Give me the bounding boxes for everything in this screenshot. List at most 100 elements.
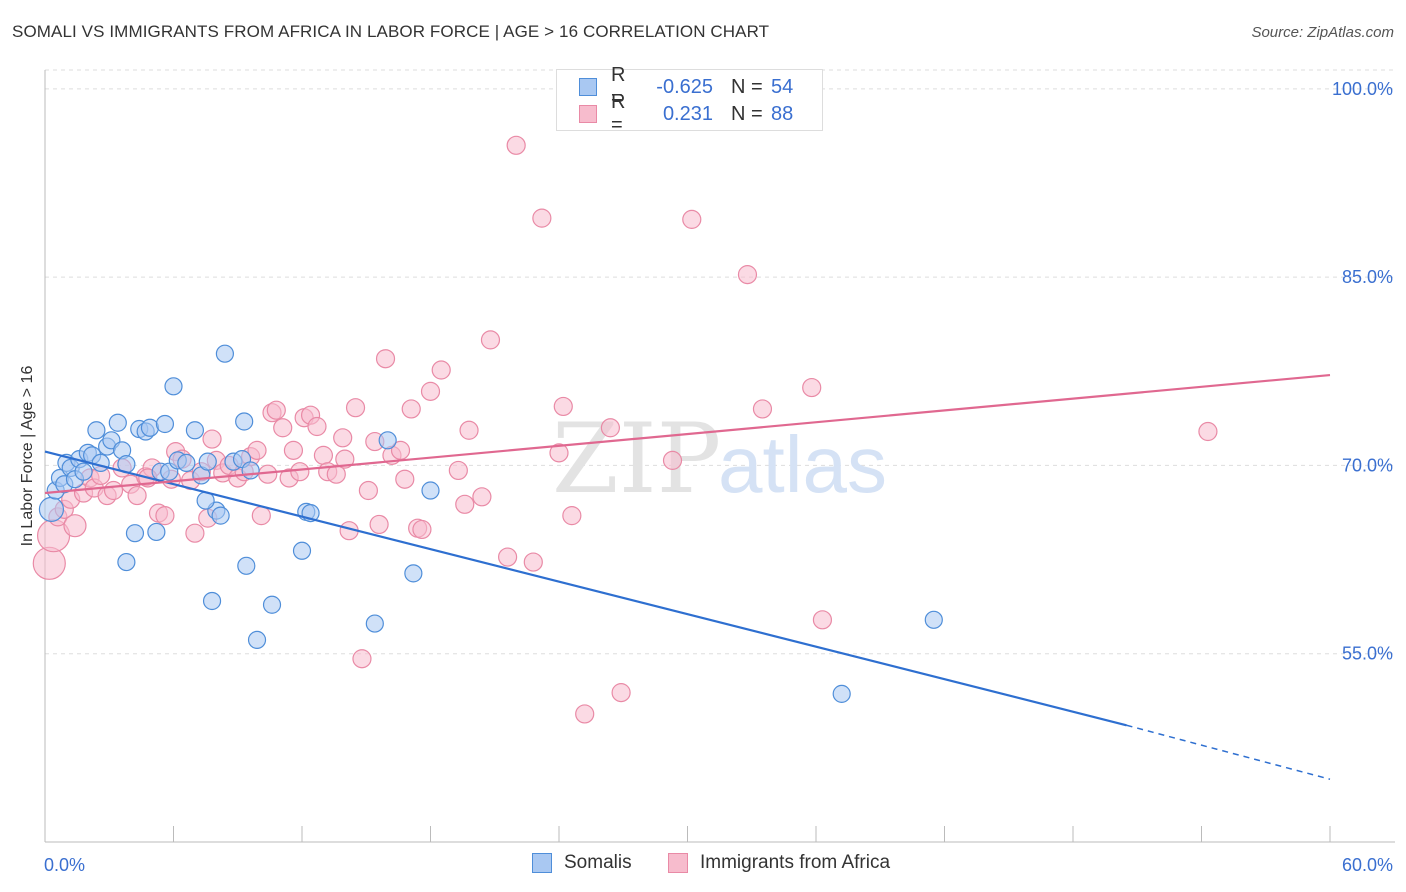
africa-point [185,523,205,543]
somali-point [924,610,943,629]
africa-point [498,547,518,567]
somali-point [91,453,110,473]
legend-row-africa: R = 0.231 N = 88 [579,91,794,136]
africa-trend-line [44,373,1331,495]
y-tick-label: 100.0% [1332,79,1393,99]
somali-point [164,377,183,396]
r-value: 0.231 [662,102,713,125]
trend-lines [44,373,1331,780]
series-legend: Somalis Immigrants from Africa [0,852,1406,876]
somali-point [74,462,93,481]
x-tick-label: 0.0% [44,855,85,875]
africa-point [682,209,702,229]
tick-labels: 55.0% 70.0% 85.0% 100.0% 0.0% 60.0% [44,79,1393,875]
series-somali-points [38,344,943,703]
africa-point [127,485,147,506]
africa-swatch [579,105,597,123]
africa-point [335,449,355,469]
watermark-zip: ZIP [552,403,721,515]
somali-point [241,461,260,480]
n-value: 88 [771,102,794,125]
africa-point [480,330,501,350]
africa-point [600,418,621,438]
africa-point [752,399,773,419]
africa-point [802,377,822,398]
somali-point [247,630,267,649]
legend-item-somalis[interactable]: Somalis [532,852,632,874]
watermark: ZIP atlas [552,403,887,515]
x-tick-label: 60.0% [1342,855,1393,875]
africa-point [313,445,334,465]
africa-point [266,400,286,420]
r-value: -0.625 [656,75,713,98]
n-value: 54 [771,75,794,98]
africa-point [737,265,758,285]
somali-point [378,431,397,450]
legend-item-africa[interactable]: Immigrants from Africa [668,852,890,874]
somali-point [108,413,127,432]
somali-swatch [532,853,552,873]
africa-point [290,462,310,482]
r-label: R = [611,91,626,136]
africa-point [32,546,66,580]
africa-point [553,396,573,417]
y-tick-label: 55.0% [1342,644,1393,664]
somali-point [38,496,65,522]
somali-point [140,418,160,437]
somali-point [185,421,205,440]
somali-point [155,414,175,434]
africa-point [1198,421,1218,442]
africa-point [662,450,683,470]
africa-point [63,514,87,538]
somali-point [262,595,282,614]
somali-point [117,552,136,572]
somali-point [202,591,222,611]
africa-point [155,506,175,526]
africa-point [431,360,451,380]
somali-point [215,344,234,363]
africa-point [283,440,304,460]
africa-point [251,506,271,526]
africa-point [103,480,124,501]
africa-point [247,440,267,460]
somali-point [125,524,145,543]
legend-row-somali: R = -0.625 N = 54 [579,64,794,109]
africa-point [532,208,552,228]
somali-point [198,452,217,471]
somali-trend-extension [1126,724,1331,780]
somali-swatch [579,78,597,96]
somali-point [87,421,106,440]
y-tick-label: 85.0% [1342,267,1393,287]
africa-swatch [668,853,688,873]
africa-point [375,349,396,369]
watermark-atlas: atlas [718,420,887,509]
africa-point [472,487,492,507]
africa-point [562,506,582,526]
chart-title: SOMALI VS IMMIGRANTS FROM AFRICA IN LABO… [12,22,770,41]
africa-point [448,460,468,481]
n-label: N = [731,102,763,125]
somali-point [365,614,384,633]
africa-point [523,552,543,572]
africa-point [459,420,479,440]
africa-point [345,398,366,418]
africa-point [812,610,833,630]
somali-point [177,453,196,473]
legend-label-somalis: Somalis [564,852,632,873]
africa-point [455,494,475,514]
africa-point [611,683,631,703]
africa-point [412,519,432,540]
y-tick-label: 70.0% [1342,455,1393,475]
n-label: N = [731,75,763,98]
africa-point [358,480,378,501]
africa-point [273,418,293,438]
somali-trend-line [44,450,1127,727]
legend-label-africa: Immigrants from Africa [700,852,891,873]
somali-point [421,481,440,500]
somali-point [832,684,851,703]
correlation-legend: R = -0.625 N = 54 R = 0.231 N = 88 [556,64,823,136]
africa-point [549,443,569,463]
somali-point [211,506,230,525]
africa-point [333,428,353,448]
